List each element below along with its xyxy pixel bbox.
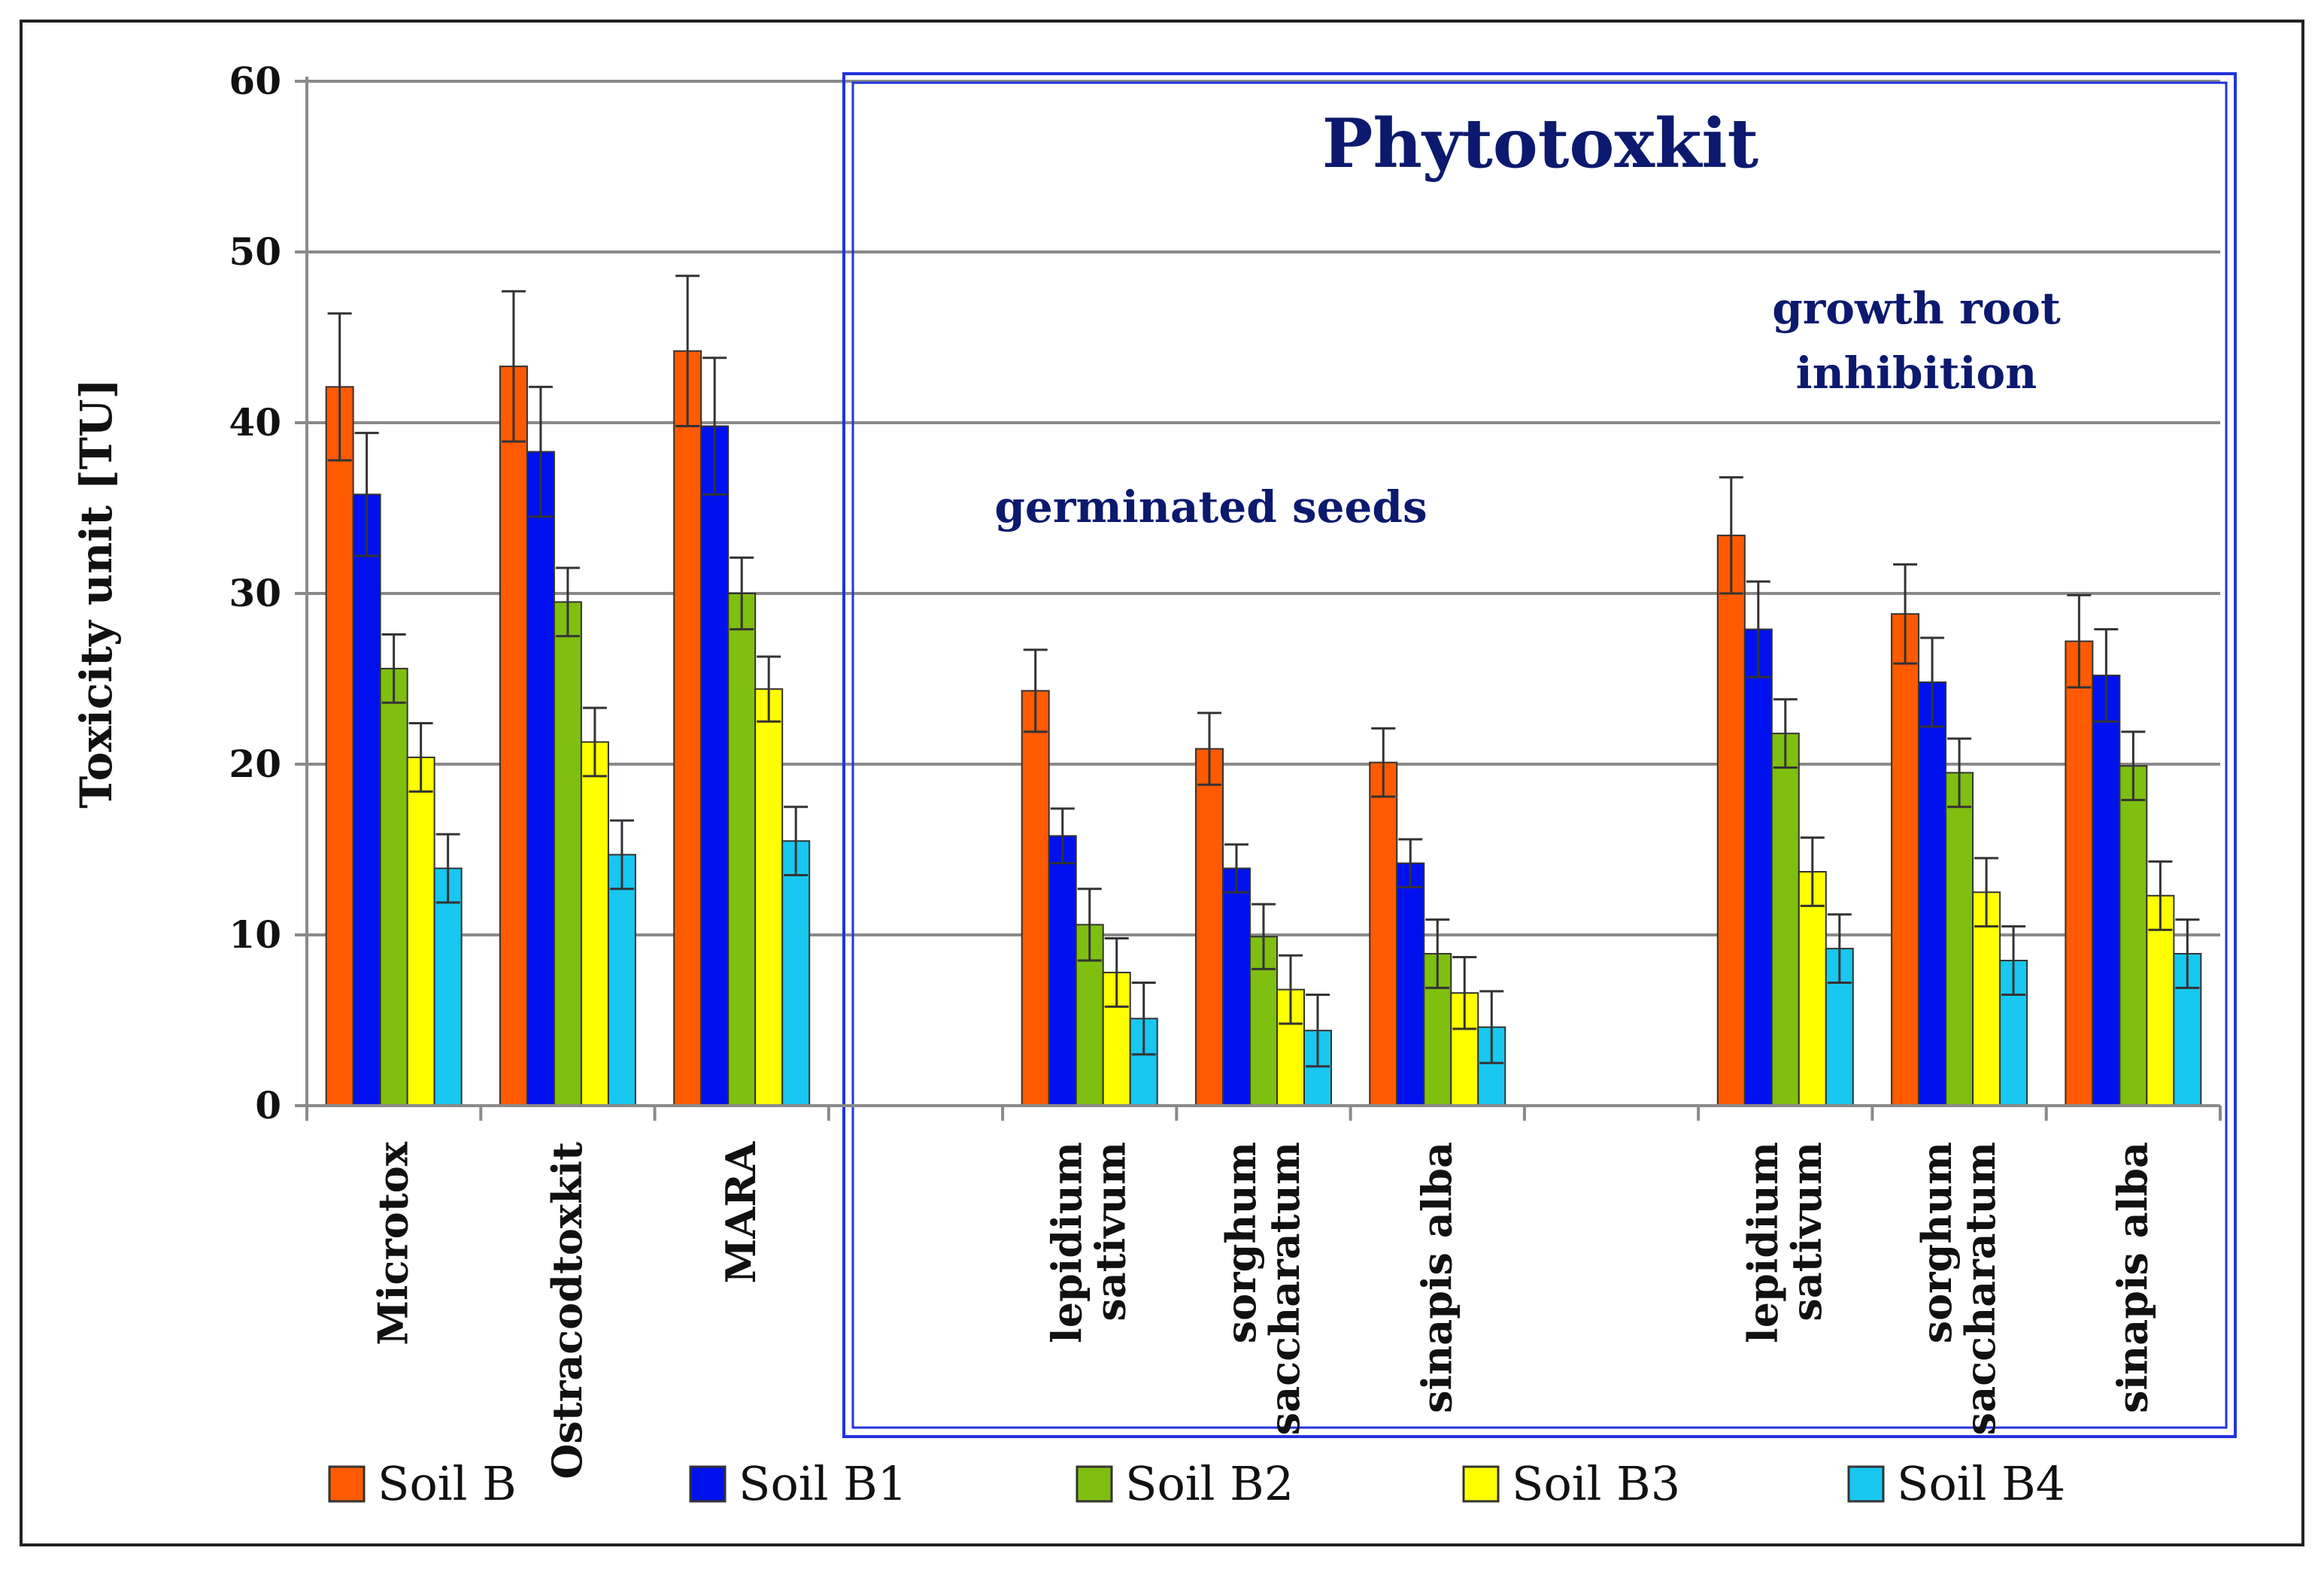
label-layer: 0 10 20 30 40 50 60 Microtox Ostracodtoxkit MARA l…: [71, 59, 2156, 1479]
y-axis-title: Toxicity unit [TU]: [71, 378, 122, 809]
bar-soil-b-9: [1891, 613, 1920, 1106]
bar-soil-b-4: [1021, 690, 1050, 1106]
legend-layer: Soil B Soil B1 Soil B2 Soil B3 Soil B4: [328, 1456, 2065, 1511]
bar-soil-b1-0: [352, 493, 381, 1106]
legend-label-2: Soil B2: [1125, 1456, 1294, 1511]
bar-soil-b3-0: [406, 756, 435, 1106]
bar-soil-b2-1: [553, 601, 582, 1106]
bar-soil-b3-1: [580, 741, 609, 1106]
legend-label-0: Soil B: [378, 1456, 517, 1511]
x-category-label-8-0: lepidium: [1739, 1142, 1787, 1343]
bar-soil-b1-5: [1222, 867, 1251, 1106]
bar-soil-b-5: [1195, 748, 1224, 1106]
y-tick-label-40: 40: [229, 400, 281, 445]
bar-soil-b4-2: [781, 840, 811, 1107]
growth-root-label-1: inhibition: [1796, 347, 2037, 399]
bar-soil-b-0: [325, 386, 354, 1106]
bar-soil-b-2: [673, 350, 702, 1107]
growth-root-label-0: growth root: [1772, 283, 2061, 334]
phytotoxkit-box-layer: [842, 72, 2237, 1438]
y-tick-label-10: 10: [229, 912, 281, 957]
bar-soil-b4-1: [607, 854, 636, 1107]
legend-swatch-4: [1847, 1465, 1885, 1503]
legend-swatch-1: [689, 1465, 727, 1503]
bar-soil-b2-2: [727, 593, 757, 1106]
legend-label-3: Soil B3: [1512, 1456, 1680, 1511]
bar-soil-b2-0: [379, 667, 408, 1106]
x-category-label-4-0: lepidium: [1043, 1142, 1091, 1343]
x-category-label-8-1: sativum: [1782, 1142, 1831, 1322]
bar-layer: [325, 275, 2202, 1107]
legend-swatch-2: [1076, 1465, 1113, 1503]
y-tick-label-0: 0: [255, 1083, 281, 1127]
bar-soil-b-1: [499, 366, 528, 1106]
bar-soil-b1-10: [2092, 674, 2121, 1106]
x-category-label-4-1: sativum: [1087, 1142, 1135, 1322]
x-category-label-0-0: Microtox: [369, 1141, 417, 1346]
bar-soil-b2-9: [1945, 772, 1974, 1106]
phytotoxkit-box-inner: [851, 81, 2228, 1429]
bar-soil-b2-8: [1770, 733, 1800, 1106]
bar-soil-b1-6: [1396, 862, 1425, 1107]
bar-soil-b2-10: [2119, 765, 2148, 1107]
bar-soil-b4-0: [433, 867, 463, 1106]
y-tick-label-30: 30: [229, 571, 281, 615]
legend-label-1: Soil B1: [739, 1456, 907, 1511]
bar-soil-b1-2: [700, 425, 730, 1106]
bar-soil-b1-4: [1048, 835, 1077, 1106]
x-category-label-5-1: saccharatum: [1261, 1142, 1309, 1435]
bar-soil-b1-1: [526, 451, 555, 1106]
bar-soil-b-8: [1716, 534, 1746, 1106]
bar-soil-b1-9: [1918, 681, 1947, 1106]
x-category-label-1-0: Ostracodtoxkit: [543, 1142, 591, 1479]
y-tick-label-20: 20: [229, 742, 281, 786]
legend-label-4: Soil B4: [1897, 1456, 2065, 1511]
bar-soil-b4-10: [2173, 952, 2202, 1106]
x-category-label-9-0: sorghum: [1913, 1142, 1961, 1343]
x-category-label-6-0: sinapis alba: [1412, 1142, 1461, 1413]
bar-soil-b3-8: [1798, 871, 1827, 1106]
bar-soil-b-6: [1369, 761, 1398, 1106]
y-tick-label-60: 60: [229, 59, 281, 103]
axis-layer: [295, 77, 2222, 1121]
x-category-label-2-0: MARA: [717, 1141, 765, 1284]
bar-soil-b3-2: [754, 688, 784, 1106]
x-category-label-9-1: saccharatum: [1956, 1142, 2004, 1435]
x-category-label-5-0: sorghum: [1217, 1142, 1265, 1343]
bar-soil-b-10: [2065, 640, 2094, 1106]
legend-swatch-3: [1462, 1465, 1500, 1503]
y-tick-label-50: 50: [229, 229, 281, 274]
phytotoxkit-title: Phytotoxkit: [1322, 104, 1759, 184]
bar-soil-b1-8: [1743, 628, 1773, 1106]
germinated-seeds-label: germinated seeds: [994, 481, 1427, 533]
phytotoxkit-box-outer: [842, 72, 2237, 1438]
x-category-label-10-0: sinapis alba: [2108, 1142, 2156, 1413]
legend-swatch-0: [328, 1465, 366, 1503]
